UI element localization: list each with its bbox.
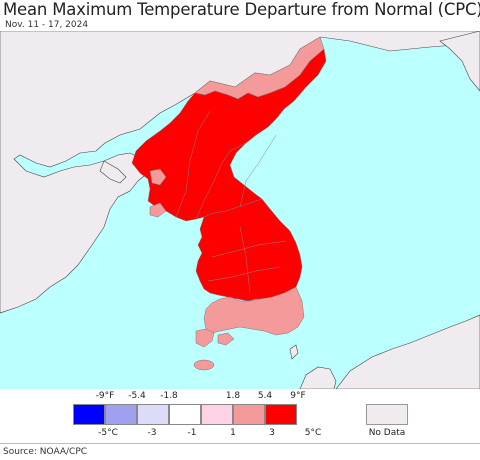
legend-c-tick-6: 5°C <box>304 428 322 438</box>
legend-swatch-2 <box>105 404 137 425</box>
legend-f-tick-5: 5.4 <box>257 391 273 401</box>
south-coast-islands <box>195 328 215 348</box>
legend-swatch-7 <box>265 404 297 425</box>
tsushima-island <box>289 344 299 360</box>
temperature-departure-map <box>0 31 480 389</box>
legend-no-data-swatch <box>366 404 408 425</box>
date-range: Nov. 11 - 17, 2024 <box>5 20 89 30</box>
legend-swatch-3 <box>137 404 169 425</box>
north-korea-west-moderate-2 <box>149 202 167 218</box>
legend-swatch-6 <box>233 404 265 425</box>
footer-divider <box>0 443 480 444</box>
south-coast-islands-2 <box>217 332 235 346</box>
north-korea-strong <box>131 48 327 222</box>
japan-kyushu <box>299 366 337 389</box>
source-credit: Source: NOAA/CPC <box>3 447 88 457</box>
north-korea-west-moderate <box>149 168 167 186</box>
legend-swatch-5 <box>201 404 233 425</box>
legend-c-tick-5: 3 <box>269 428 275 438</box>
legend-c-tick-1: -5°C <box>98 428 118 438</box>
legend-f-tick-6: 9°F <box>290 391 306 401</box>
map-title: Mean Maximum Temperature Departure from … <box>3 0 480 19</box>
legend-f-tick-1: -9°F <box>95 391 115 401</box>
legend-swatch-1 <box>73 404 105 425</box>
legend-f-tick-4: 1.8 <box>225 391 241 401</box>
japan-land <box>335 314 480 389</box>
legend-no-data-label: No Data <box>368 428 406 438</box>
legend-f-tick-2: -5.4 <box>128 391 146 401</box>
russia-east-land <box>439 31 480 92</box>
legend-f-tick-3: -1.8 <box>160 391 178 401</box>
legend-c-tick-4: 1 <box>230 428 236 438</box>
province-borders <box>175 110 287 294</box>
liaodong-coast <box>99 160 127 184</box>
jeju-island <box>193 359 215 371</box>
legend-swatch-4 <box>169 404 201 425</box>
legend-c-tick-3: -1 <box>187 428 197 438</box>
legend-c-tick-2: -3 <box>147 428 157 438</box>
